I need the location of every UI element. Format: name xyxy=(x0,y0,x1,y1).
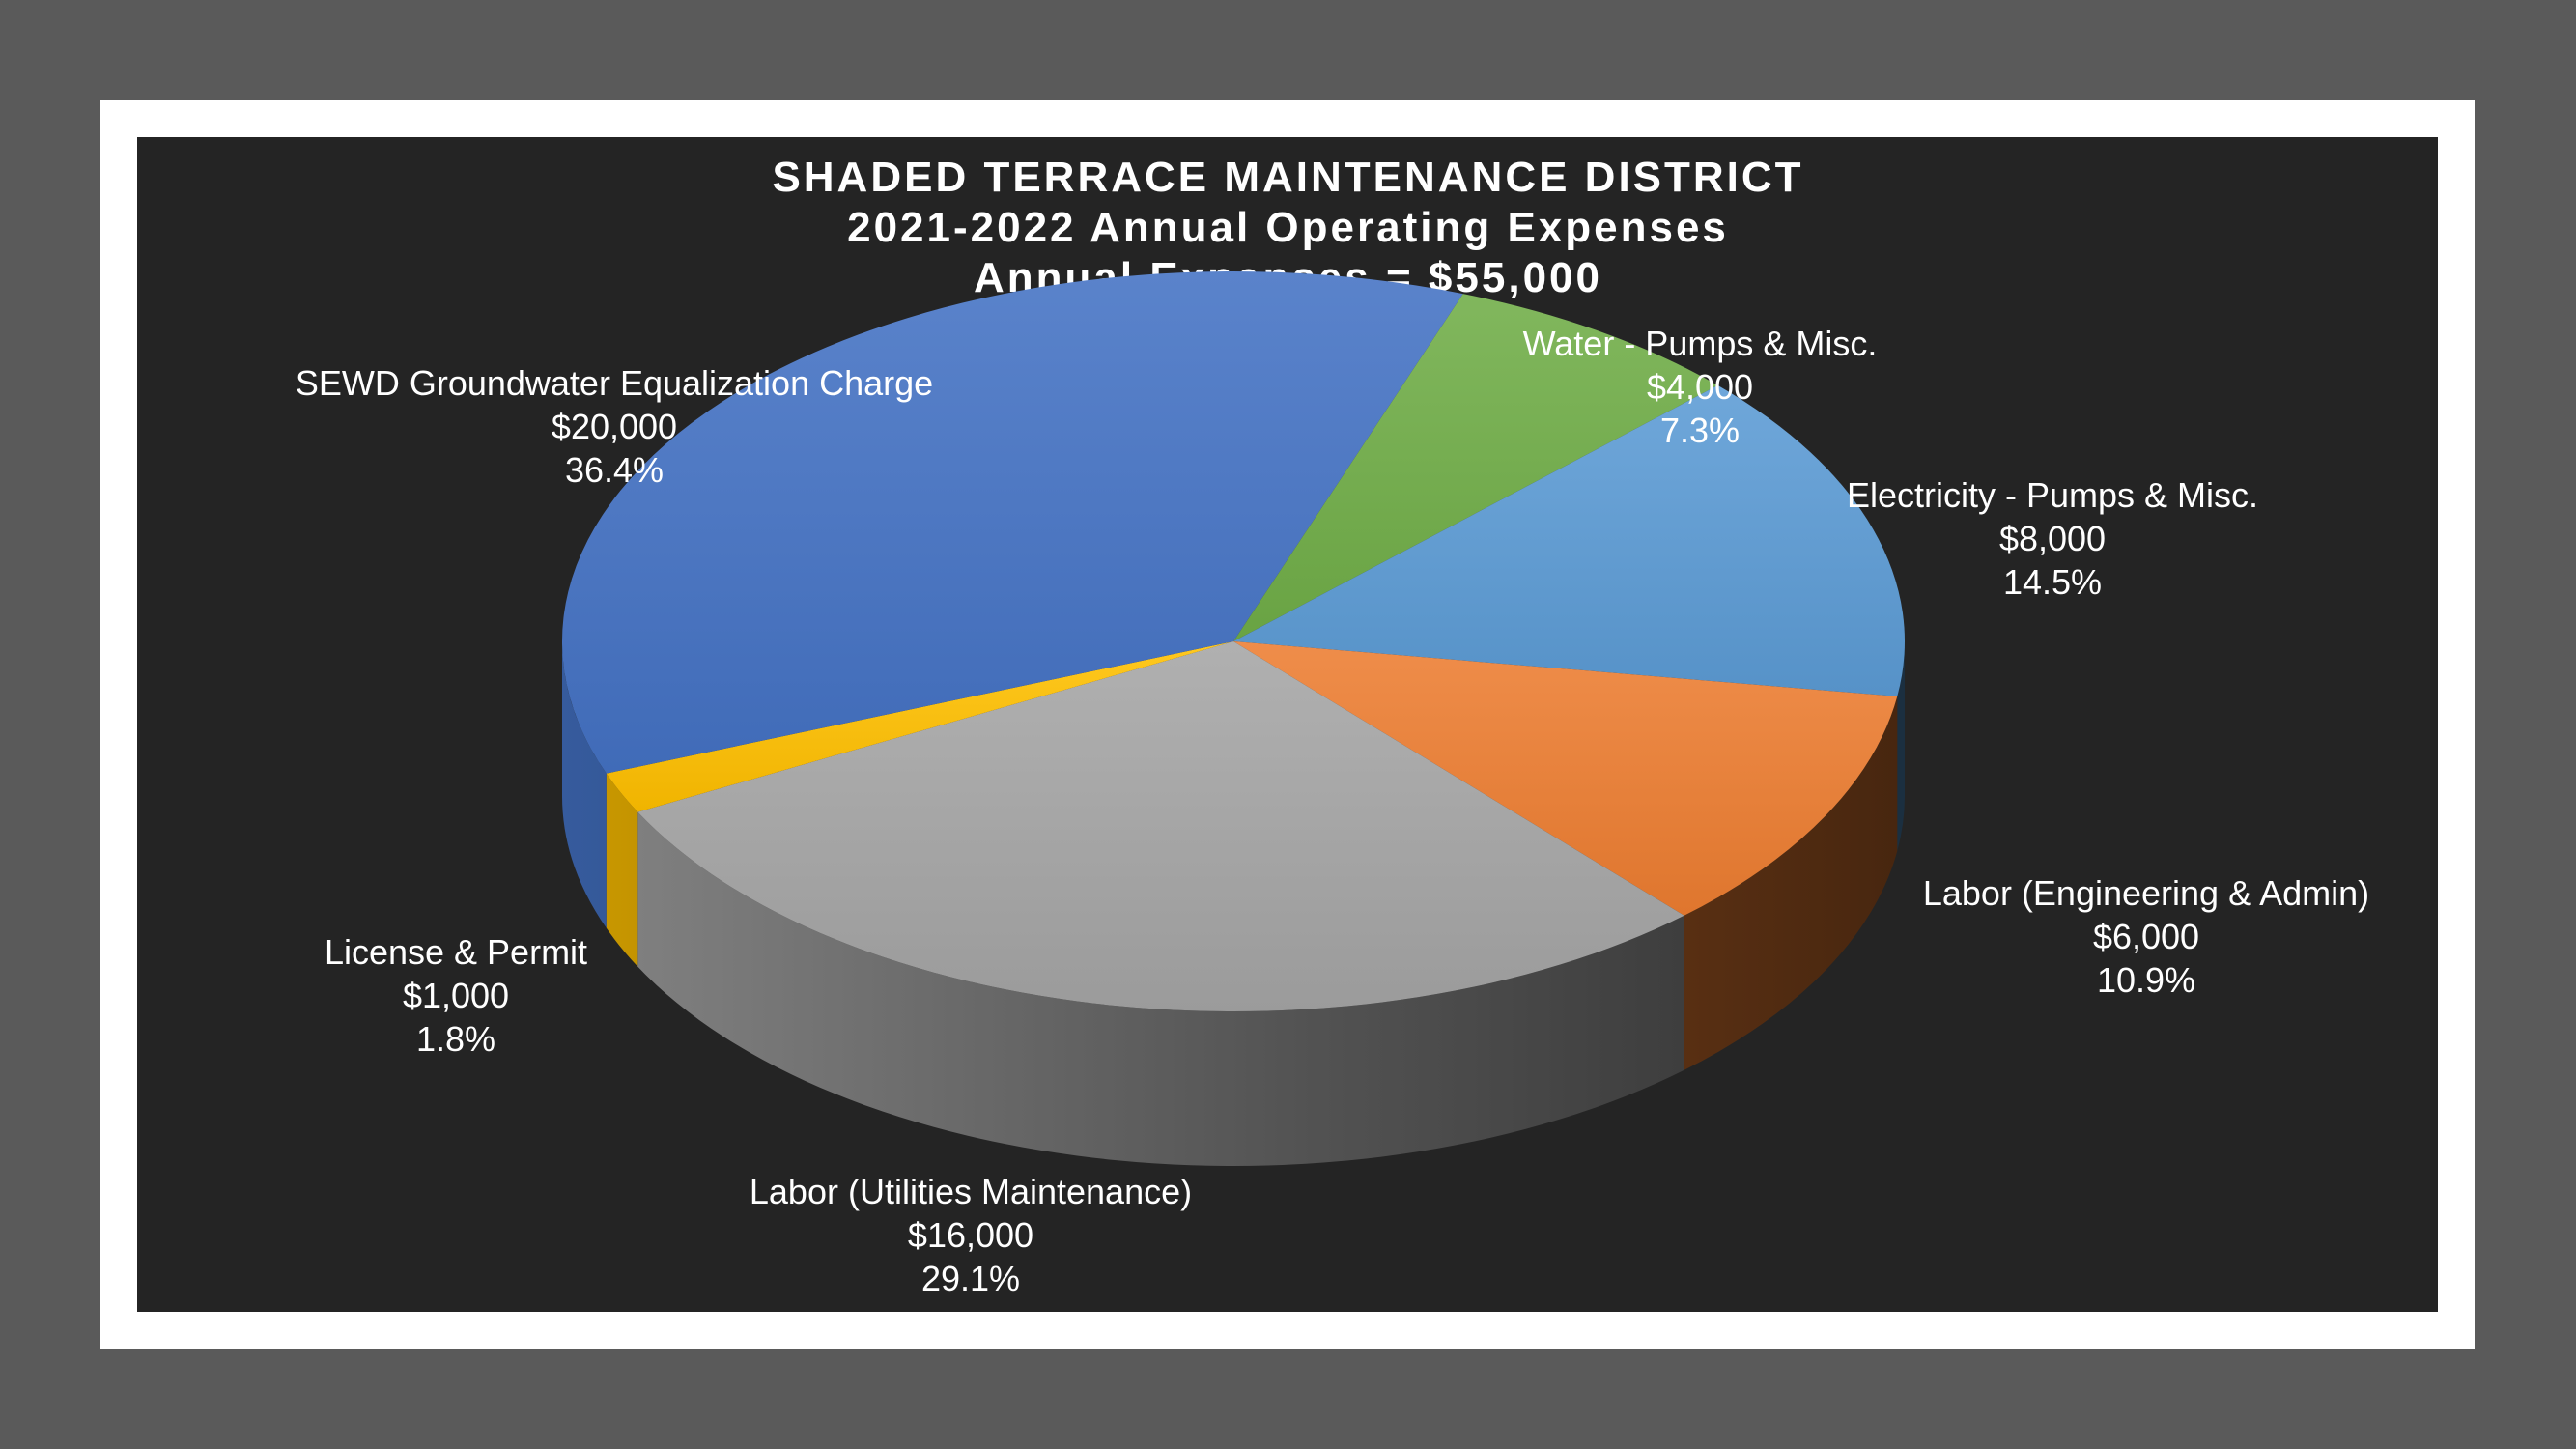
pie-slice-4 xyxy=(606,641,1233,812)
data-label-value: $16,000 xyxy=(907,1215,1034,1255)
pie-slice-3 xyxy=(637,641,1684,1011)
data-label-category: Water - Pumps & Misc. xyxy=(1522,324,1878,363)
data-label-2: Labor (Engineering & Admin) $6,000 10.9% xyxy=(1923,871,2369,1002)
chart-subtitle: 2021-2022 Annual Operating Expenses xyxy=(847,204,1729,251)
data-label-percent: 1.8% xyxy=(415,1019,496,1059)
data-label-category: License & Permit xyxy=(324,932,588,972)
data-label-value: $6,000 xyxy=(2092,917,2200,956)
data-label-1: Electricity - Pumps & Misc. $8,000 14.5% xyxy=(1847,473,2258,604)
data-label-value: $8,000 xyxy=(1998,519,2107,558)
data-label-3: Labor (Utilities Maintenance) $16,000 29.1… xyxy=(750,1170,1192,1300)
data-label-category: Labor (Utilities Maintenance) xyxy=(749,1172,1193,1211)
data-label-value: $4,000 xyxy=(1646,367,1754,407)
data-label-percent: 10.9% xyxy=(2096,960,2196,1000)
pie-slice-2 xyxy=(1233,641,1898,916)
pie-slice-side-4 xyxy=(606,773,638,967)
pie-slice-side-3 xyxy=(637,811,1684,1166)
data-label-category: Electricity - Pumps & Misc. xyxy=(1846,475,2259,515)
pie-slice-side-1 xyxy=(1897,641,1905,851)
pie-slice-side-2 xyxy=(1684,696,1898,1070)
data-label-5: SEWD Groundwater Equalization Charge $20,… xyxy=(296,361,933,492)
data-label-percent: 36.4% xyxy=(564,450,665,490)
data-label-percent: 7.3% xyxy=(1659,411,1741,450)
pie-slice-side-5 xyxy=(562,641,607,928)
pie-slice-1 xyxy=(1233,384,1905,696)
data-label-category: Labor (Engineering & Admin) xyxy=(1922,873,2370,913)
data-label-percent: 29.1% xyxy=(920,1259,1021,1298)
data-label-0: Water - Pumps & Misc. $4,000 7.3% xyxy=(1523,322,1878,452)
data-label-category: SEWD Groundwater Equalization Charge xyxy=(295,363,934,403)
pie-slice-0 xyxy=(1233,294,1718,641)
pie-slice-5 xyxy=(561,270,1463,774)
data-label-value: $1,000 xyxy=(402,976,510,1015)
data-label-4: License & Permit $1,000 1.8% xyxy=(325,930,587,1061)
data-label-percent: 14.5% xyxy=(2002,562,2103,602)
chart-title: SHADED TERRACE MAINTENANCE DISTRICT xyxy=(772,154,1804,201)
data-label-value: $20,000 xyxy=(551,407,678,446)
